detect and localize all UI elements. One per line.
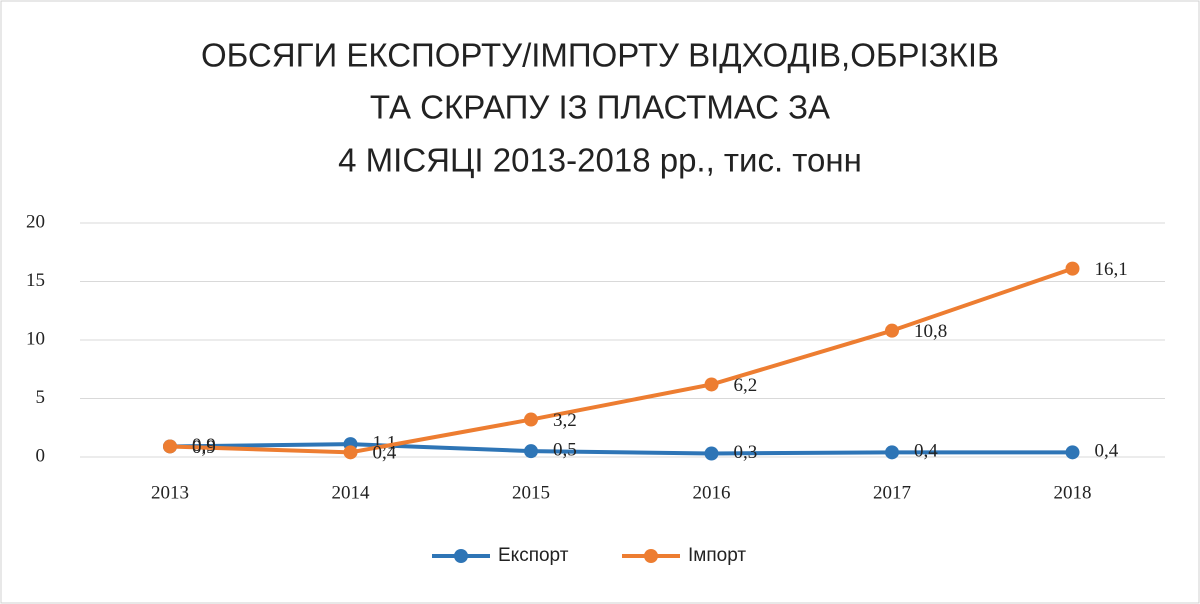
x-tick-label: 2014 xyxy=(332,482,371,503)
value-label: 0,5 xyxy=(553,440,577,461)
data-point xyxy=(704,446,719,461)
x-tick-label: 2013 xyxy=(151,482,189,503)
data-point xyxy=(1065,261,1080,276)
value-label: 0,3 xyxy=(734,442,758,463)
data-point xyxy=(885,323,899,338)
legend-label: Імпорт xyxy=(688,545,746,566)
data-point xyxy=(704,377,719,392)
y-tick-label: 5 xyxy=(36,387,46,408)
legend-marker xyxy=(454,549,468,563)
data-point xyxy=(163,439,177,454)
value-label: 0,4 xyxy=(914,441,938,462)
data-point xyxy=(1065,445,1080,460)
y-tick-label: 15 xyxy=(26,270,45,291)
legend-label: Експорт xyxy=(498,545,569,566)
legend-marker xyxy=(644,549,658,563)
value-label: 3,2 xyxy=(553,410,577,431)
chart-title: ТА СКРАПУ ІЗ ПЛАСТМАС ЗА xyxy=(370,89,830,126)
data-point xyxy=(885,445,899,460)
x-tick-label: 2017 xyxy=(873,482,911,503)
y-tick-label: 0 xyxy=(36,445,46,466)
value-label: 0,9 xyxy=(192,437,216,458)
data-point xyxy=(524,412,538,427)
value-label: 0,4 xyxy=(1095,441,1119,462)
value-label: 0,4 xyxy=(373,443,397,464)
value-label: 0,9 xyxy=(192,435,216,456)
value-label: 6,2 xyxy=(734,375,758,396)
data-point xyxy=(343,445,358,460)
x-tick-label: 2016 xyxy=(693,482,731,503)
x-tick-label: 2018 xyxy=(1054,482,1092,503)
value-label: 10,8 xyxy=(914,321,947,342)
x-tick-label: 2015 xyxy=(512,482,550,503)
series-line xyxy=(169,266,1074,455)
y-tick-label: 20 xyxy=(26,211,45,232)
chart-title: ОБСЯГИ ЕКСПОРТУ/ІМПОРТУ ВІДХОДІВ,ОБРІЗКІ… xyxy=(201,37,999,74)
series-line xyxy=(169,442,1073,456)
data-point xyxy=(524,444,538,459)
chart-title: 4 МІСЯЦІ 2013-2018 рр., тис. тонн xyxy=(338,142,862,179)
value-label: 16,1 xyxy=(1095,259,1128,280)
y-tick-label: 10 xyxy=(26,328,45,349)
